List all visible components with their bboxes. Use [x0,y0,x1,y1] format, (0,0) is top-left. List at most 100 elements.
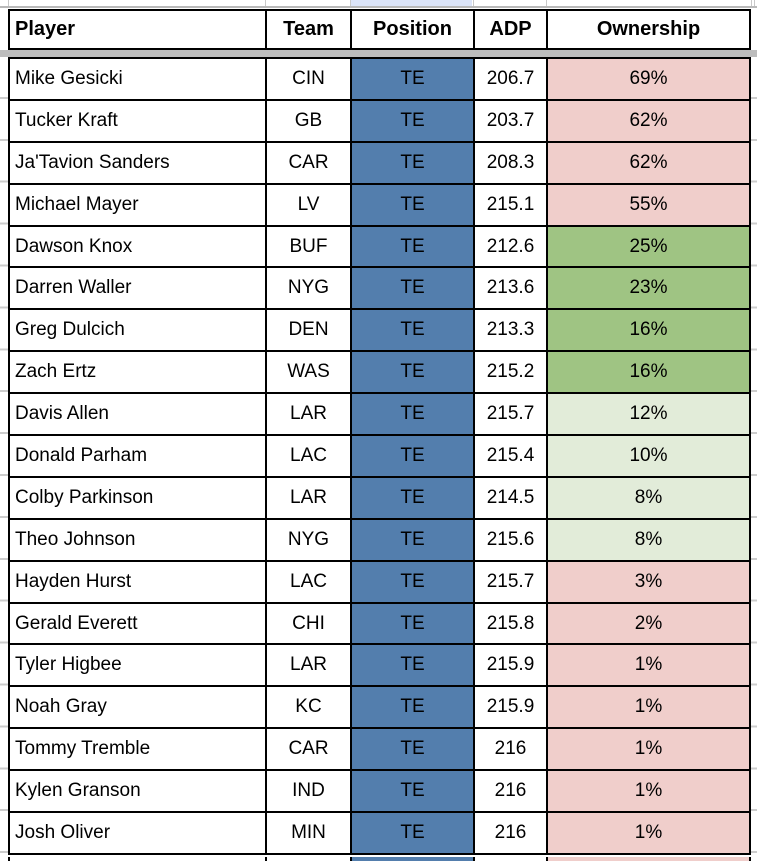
position-cell[interactable]: TE [350,140,475,185]
position-cell[interactable]: TE [350,643,475,688]
position-cell[interactable]: TE [350,57,475,101]
team-cell[interactable]: KC [265,685,352,730]
position-cell[interactable]: TE [350,517,475,562]
team-cell[interactable]: LAR [265,643,352,688]
adp-cell[interactable]: 215.9 [473,685,548,730]
team-cell[interactable]: IND [265,769,352,814]
adp-cell[interactable]: 215.7 [473,392,548,437]
position-cell[interactable]: TE [350,392,475,437]
adp-cell[interactable]: 213.3 [473,308,548,353]
player-cell[interactable]: Ja'Tavion Sanders [8,140,267,185]
adp-cell[interactable]: 216 [473,727,548,772]
ownership-cell[interactable]: 8% [546,475,751,520]
ownership-cell[interactable]: 8% [546,517,751,562]
player-cell[interactable]: Theo Johnson [8,517,267,562]
team-cell[interactable]: WAS [265,350,352,395]
adp-cell[interactable]: 215.1 [473,182,548,227]
adp-cell[interactable]: 215.7 [473,559,548,604]
player-cell[interactable]: Darren Waller [8,266,267,311]
ownership-cell[interactable]: 3% [546,559,751,604]
position-cell[interactable]: TE [350,308,475,353]
ownership-cell[interactable]: 2% [546,601,751,646]
header-adp[interactable]: ADP [473,9,548,50]
header-ownership[interactable]: Ownership [546,9,751,50]
player-cell[interactable]: Gerald Everett [8,601,267,646]
team-cell[interactable]: LV [265,182,352,227]
position-cell[interactable]: TE [350,769,475,814]
team-cell[interactable]: CHI [265,601,352,646]
position-cell[interactable]: TE [350,182,475,227]
ownership-cell[interactable]: 23% [546,266,751,311]
position-cell[interactable]: TE [350,475,475,520]
adp-cell[interactable]: 215.2 [473,350,548,395]
ownership-cell[interactable]: 55% [546,182,751,227]
ownership-cell[interactable]: 62% [546,140,751,185]
adp-cell[interactable]: 212.6 [473,224,548,269]
player-cell[interactable]: Hayden Hurst [8,559,267,604]
team-cell[interactable]: DEN [265,308,352,353]
player-cell[interactable]: Colby Parkinson [8,475,267,520]
player-cell[interactable]: Greg Dulcich [8,308,267,353]
player-cell[interactable]: Davis Allen [8,392,267,437]
ownership-cell[interactable]: 69% [546,57,751,101]
team-cell[interactable]: NYG [265,517,352,562]
team-cell[interactable]: LAC [265,559,352,604]
position-cell[interactable]: TE [350,811,475,855]
team-cell[interactable]: CAR [265,727,352,772]
team-cell[interactable]: GB [265,98,352,143]
frozen-row-divider[interactable] [0,50,757,57]
ownership-cell[interactable]: 1% [546,769,751,814]
team-cell[interactable]: NYG [265,266,352,311]
team-cell[interactable]: MIN [265,811,352,855]
position-cell[interactable]: TE [350,350,475,395]
adp-cell[interactable]: 213.6 [473,266,548,311]
header-team[interactable]: Team [265,9,352,50]
adp-cell[interactable]: 206.7 [473,57,548,101]
player-cell[interactable]: Mike Gesicki [8,57,267,101]
position-cell[interactable]: TE [350,727,475,772]
ownership-cell[interactable]: 10% [546,434,751,478]
ownership-cell[interactable]: 1% [546,685,751,730]
ownership-cell[interactable]: 16% [546,350,751,395]
position-cell[interactable]: TE [350,98,475,143]
team-cell[interactable]: BUF [265,224,352,269]
header-position[interactable]: Position [350,9,475,50]
player-cell[interactable]: Tommy Tremble [8,727,267,772]
team-cell[interactable]: CIN [265,57,352,101]
player-cell[interactable]: Tyler Higbee [8,643,267,688]
adp-cell[interactable]: 215.9 [473,643,548,688]
ownership-cell[interactable]: 62% [546,98,751,143]
player-cell[interactable]: Tucker Kraft [8,98,267,143]
team-cell[interactable]: LAR [265,392,352,437]
adp-cell[interactable]: 216 [473,769,548,814]
adp-cell[interactable]: 215.4 [473,434,548,478]
ownership-cell[interactable]: 1% [546,727,751,772]
position-cell[interactable]: TE [350,685,475,730]
ownership-cell[interactable]: 25% [546,224,751,269]
adp-cell[interactable]: 203.7 [473,98,548,143]
position-cell[interactable]: TE [350,434,475,478]
player-cell[interactable]: Kylen Granson [8,769,267,814]
team-cell[interactable]: LAC [265,434,352,478]
ownership-cell[interactable]: 12% [546,392,751,437]
player-cell[interactable]: Michael Mayer [8,182,267,227]
player-cell[interactable]: Josh Oliver [8,811,267,855]
position-cell[interactable]: TE [350,601,475,646]
adp-cell[interactable]: 216 [473,811,548,855]
team-cell[interactable]: LAR [265,475,352,520]
team-cell[interactable]: CAR [265,140,352,185]
player-cell[interactable]: Zach Ertz [8,350,267,395]
player-cell[interactable]: Donald Parham [8,434,267,478]
adp-cell[interactable]: 208.3 [473,140,548,185]
header-player[interactable]: Player [8,9,267,50]
adp-cell[interactable]: 215.8 [473,601,548,646]
ownership-cell[interactable]: 1% [546,811,751,855]
position-cell[interactable]: TE [350,266,475,311]
ownership-cell[interactable]: 1% [546,643,751,688]
position-cell[interactable]: TE [350,224,475,269]
adp-cell[interactable]: 215.6 [473,517,548,562]
ownership-cell[interactable]: 16% [546,308,751,353]
adp-cell[interactable]: 214.5 [473,475,548,520]
player-cell[interactable]: Dawson Knox [8,224,267,269]
player-cell[interactable]: Noah Gray [8,685,267,730]
